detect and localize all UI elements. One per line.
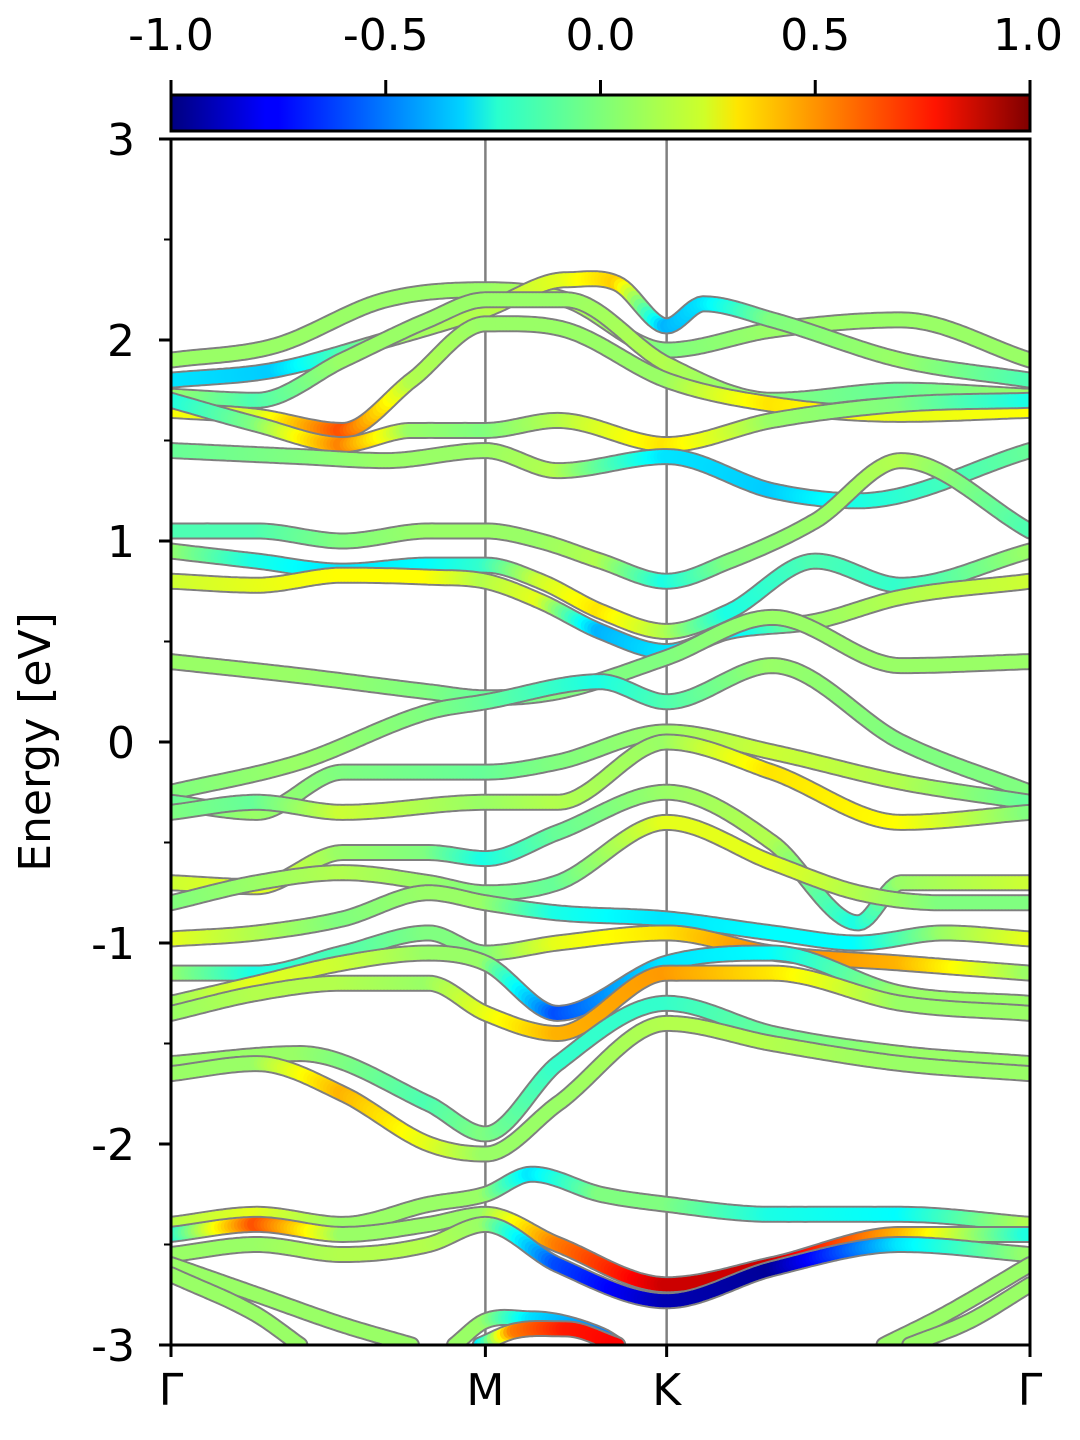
band-line xyxy=(171,608,1030,707)
colorbar-tick-label: 0.0 xyxy=(566,10,636,61)
colorbar xyxy=(169,93,1032,133)
band-line xyxy=(875,1256,1030,1345)
y-tick-label: 0 xyxy=(107,718,135,769)
y-tick-label: 2 xyxy=(107,316,135,367)
y-axis-ticks: 3 2 1 0 -1 -2 -3 xyxy=(91,115,171,1372)
band-line xyxy=(171,723,1030,821)
band-line xyxy=(171,813,1030,912)
colorbar-tick-label: 1.0 xyxy=(993,10,1063,61)
colorbar-tick-label: -0.5 xyxy=(343,10,429,61)
band-line xyxy=(171,452,1030,590)
x-tick-label: Γ xyxy=(159,1365,184,1416)
band-line xyxy=(471,1320,627,1345)
x-tick-label: Γ xyxy=(1018,1365,1043,1416)
colorbar-tick-label: 0.5 xyxy=(780,10,850,61)
y-axis-label: Energy [eV] xyxy=(10,612,61,872)
colorbar-tick-label: -1.0 xyxy=(128,10,214,61)
y-tick-label: -3 xyxy=(91,1321,135,1372)
y-tick-label: -2 xyxy=(91,1120,135,1171)
band-line xyxy=(171,1014,1030,1163)
band-line xyxy=(171,1215,1030,1310)
band-line xyxy=(171,1256,420,1345)
band-line xyxy=(171,884,1030,952)
band-line xyxy=(171,1165,1030,1233)
band-line xyxy=(171,391,1030,453)
y-tick-label: 3 xyxy=(107,115,135,166)
band-line xyxy=(171,964,1030,1042)
band-line xyxy=(171,733,1030,831)
colorbar-ticks: -1.0 -0.5 0.0 0.5 1.0 xyxy=(128,10,1063,95)
y-tick-label: -1 xyxy=(91,919,135,970)
x-tick-label: K xyxy=(652,1365,682,1416)
x-tick-label: M xyxy=(466,1365,504,1416)
band-line xyxy=(901,1276,1030,1345)
bands xyxy=(171,270,1030,1345)
band-line xyxy=(171,657,1030,801)
y-tick-label: 1 xyxy=(107,517,135,568)
